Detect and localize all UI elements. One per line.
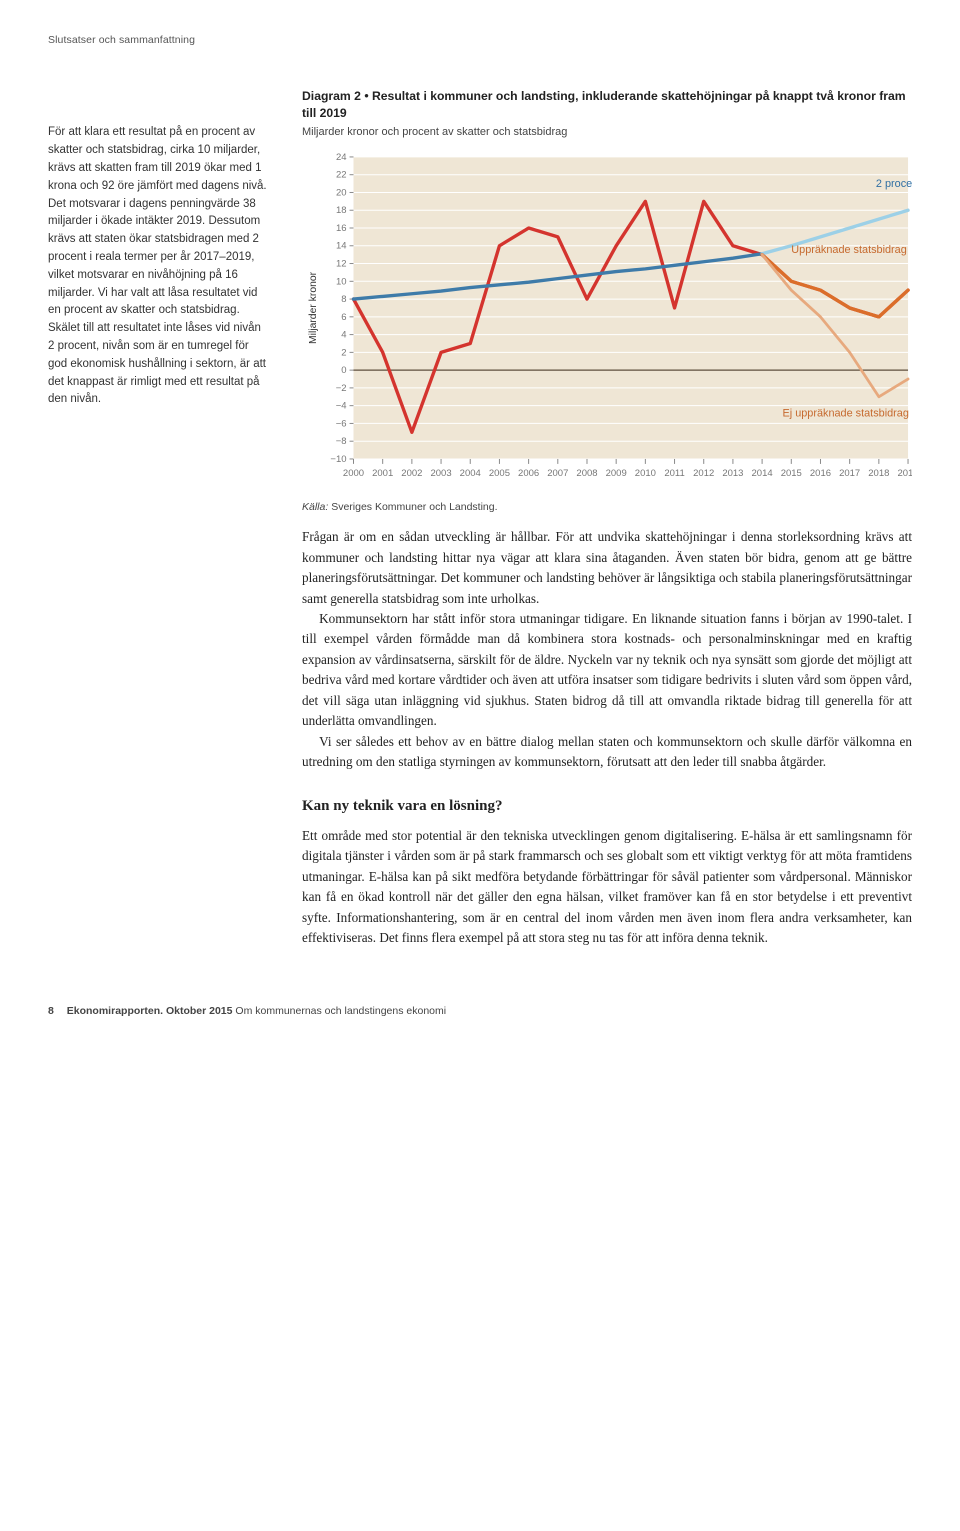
svg-text:2012: 2012 [693,468,714,479]
chart-title: Diagram 2 • Resultat i kommuner och land… [302,88,912,121]
svg-text:2007: 2007 [547,468,568,479]
svg-text:2016: 2016 [810,468,831,479]
svg-text:14: 14 [336,241,347,252]
svg-text:6: 6 [341,312,346,323]
subheading: Kan ny teknik vara en lösning? [302,795,912,818]
paragraph: Frågan är om en sådan utveckling är håll… [302,527,912,609]
svg-text:2013: 2013 [722,468,743,479]
svg-text:10: 10 [336,277,347,288]
svg-text:2005: 2005 [489,468,510,479]
svg-text:2010: 2010 [635,468,656,479]
svg-text:24: 24 [336,152,347,163]
report-title: Ekonomirapporten. Oktober 2015 [67,1005,233,1017]
svg-text:Uppräknade statsbidrag: Uppräknade statsbidrag [791,244,906,256]
svg-text:Miljarder kronor: Miljarder kronor [308,272,319,345]
svg-text:0: 0 [341,365,346,376]
svg-text:−4: −4 [336,401,347,412]
svg-text:2 procent: 2 procent [876,178,912,190]
svg-text:−6: −6 [336,419,347,430]
svg-text:−8: −8 [336,436,347,447]
chart-diagram-2: Diagram 2 • Resultat i kommuner och land… [302,88,912,515]
page-number: 8 [48,1005,54,1017]
svg-text:4: 4 [341,330,346,341]
svg-text:2009: 2009 [606,468,627,479]
svg-text:2002: 2002 [401,468,422,479]
paragraph: Ett område med stor potential är den tek… [302,826,912,949]
page-footer: 8 Ekonomirapporten. Oktober 2015 Om komm… [48,1003,912,1019]
running-head: Slutsatser och sammanfattning [48,32,912,48]
svg-text:2011: 2011 [664,468,684,479]
chart-subtitle: Miljarder kronor och procent av skatter … [302,124,912,141]
body-text: Frågan är om en sådan utveckling är håll… [302,527,912,948]
svg-text:2001: 2001 [372,468,393,479]
svg-text:2006: 2006 [518,468,539,479]
svg-text:22: 22 [336,170,347,181]
chart-source: Källa: Sveriges Kommuner och Landsting. [302,499,912,515]
svg-text:2019: 2019 [897,468,912,479]
svg-text:2008: 2008 [576,468,597,479]
svg-text:−2: −2 [336,383,347,394]
svg-text:8: 8 [341,294,346,305]
paragraph: Vi ser således ett behov av en bättre di… [302,732,912,773]
svg-text:Ej uppräknade statsbidrag: Ej uppräknade statsbidrag [783,408,909,420]
chart-svg: 242220181614121086420−2−4−6−8−1020002001… [302,151,912,489]
svg-text:16: 16 [336,223,347,234]
svg-text:2017: 2017 [839,468,860,479]
svg-text:2018: 2018 [868,468,889,479]
report-subtitle: Om kommunernas och landstingens ekonomi [232,1005,446,1017]
svg-text:2003: 2003 [430,468,451,479]
svg-text:2004: 2004 [460,468,481,479]
svg-text:18: 18 [336,205,347,216]
svg-text:20: 20 [336,188,347,199]
svg-text:2015: 2015 [781,468,802,479]
svg-text:12: 12 [336,259,347,270]
svg-text:−10: −10 [330,454,346,465]
svg-text:2014: 2014 [752,468,773,479]
svg-text:2: 2 [341,348,346,359]
paragraph: Kommunsektorn har stått inför stora utma… [302,609,912,732]
margin-note: För att klara ett resultat på en procent… [48,88,268,409]
svg-text:2000: 2000 [343,468,364,479]
